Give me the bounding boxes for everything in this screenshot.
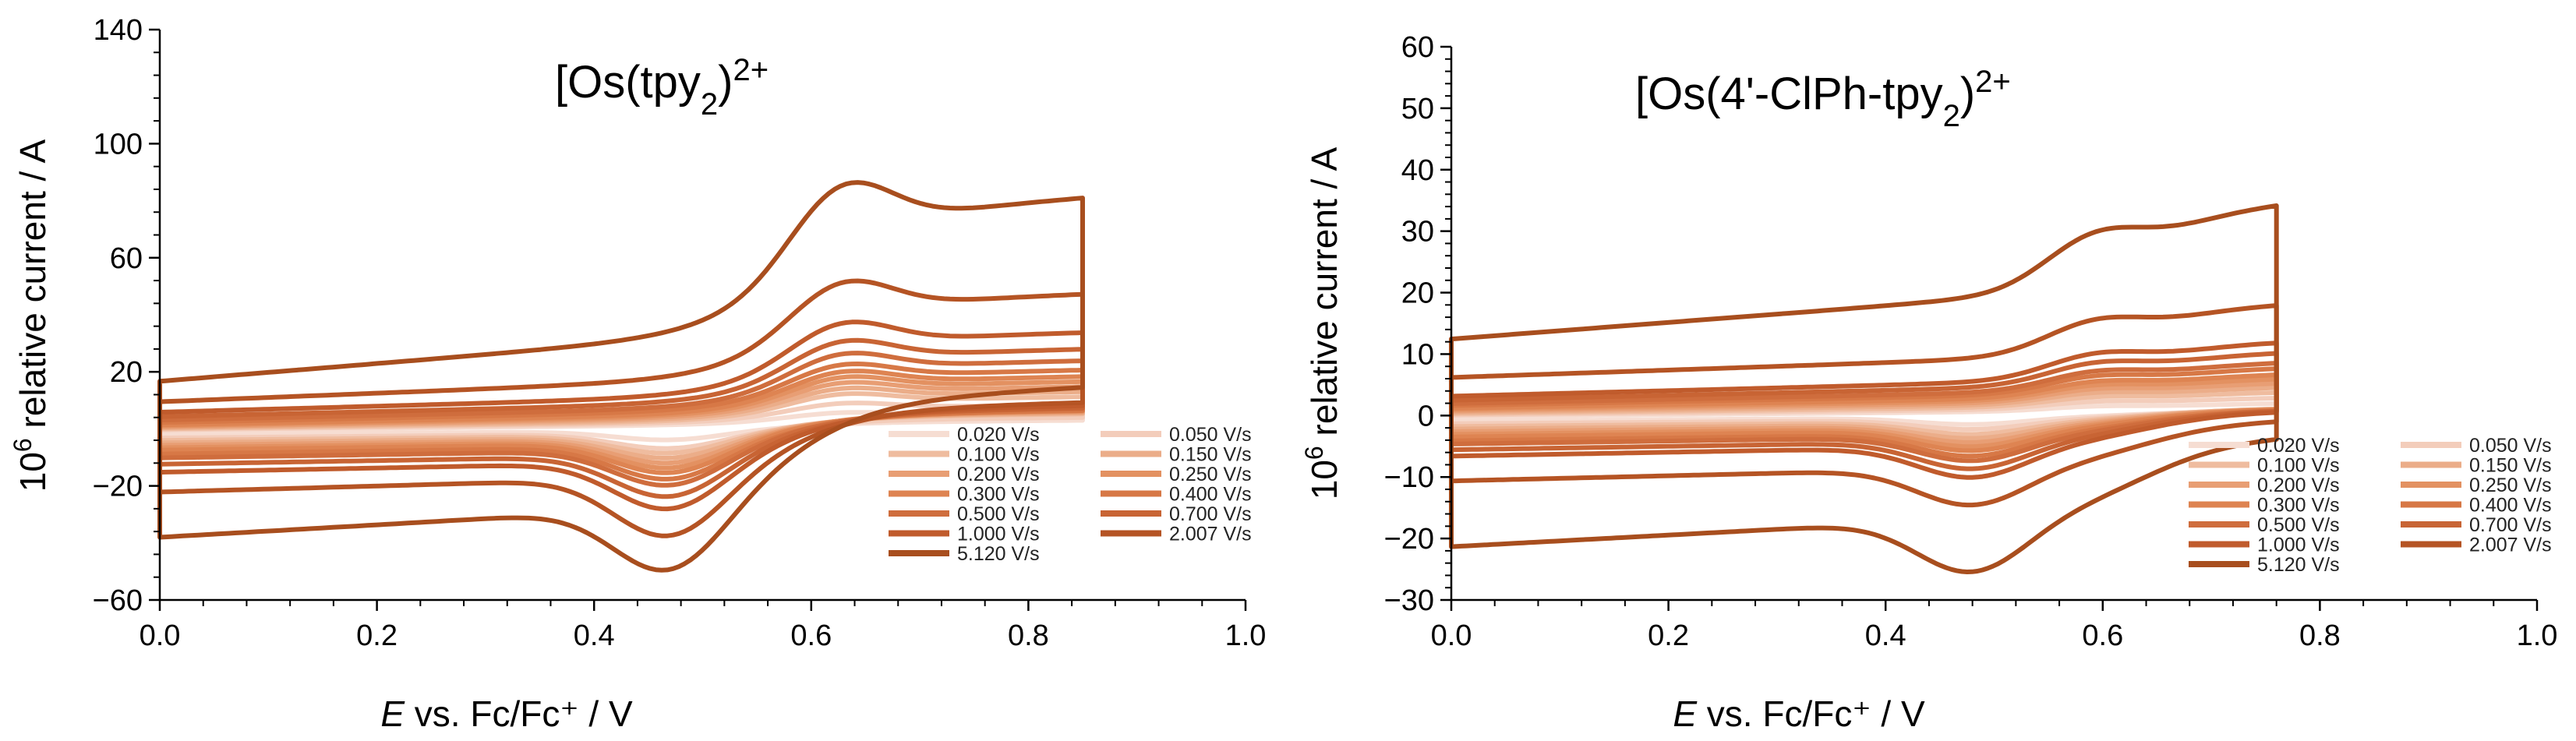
y-tick-label: −60 (93, 584, 143, 617)
x-tick-label: 0.4 (574, 619, 615, 652)
legend: 0.020 V/s 0.050 V/s 0.100 V/s 0.150 V/s 0.20… (2189, 435, 2552, 576)
tick-labels: 0.0 0.2 0.4 0.6 0.8 1.0 −60 −20 20 60 100 140 (93, 14, 1267, 652)
cv-curves (157, 180, 1085, 573)
x-tick-label: 0.2 (1648, 619, 1689, 652)
chart-title: [Os(tpy2)2+ (555, 53, 769, 122)
y-tick-label: 0 (1418, 400, 1434, 432)
cv-series-line (157, 180, 1085, 573)
legend-label: 0.200 V/s (2257, 475, 2340, 496)
x-tick-label: 1.0 (1225, 619, 1267, 652)
legend-label: 0.100 V/s (2257, 455, 2340, 477)
legend-label: 0.400 V/s (1169, 484, 1252, 506)
legend-label: 0.050 V/s (1169, 424, 1252, 446)
legend-label: 0.500 V/s (957, 503, 1040, 525)
cv-series-line (157, 278, 1085, 538)
y-tick-label: 60 (110, 242, 143, 275)
y-tick-label: 20 (110, 356, 143, 389)
legend-label: 0.100 V/s (957, 444, 1040, 466)
legend-label: 0.300 V/s (957, 484, 1040, 506)
legend-label: 1.000 V/s (957, 524, 1040, 545)
legend-label: 1.000 V/s (2257, 535, 2340, 556)
axes (149, 28, 1247, 611)
legend-label: 0.200 V/s (957, 464, 1040, 485)
legend-label: 2.007 V/s (1169, 524, 1252, 545)
y-tick-label: −20 (93, 471, 143, 503)
legend-label: 2.007 V/s (2469, 535, 2552, 556)
chart-panel-os-clph-tpy: 0.0 0.2 0.4 0.6 0.8 1.0 −30 −20 −10 0 10 20 30 40 50 60… (1300, 31, 2557, 734)
y-tick-label: 50 (1401, 93, 1434, 125)
legend-label: 5.120 V/s (2257, 554, 2340, 576)
x-tick-label: 1.0 (2517, 619, 2558, 652)
y-tick-label: −20 (1384, 523, 1434, 556)
x-tick-label: 0.8 (2299, 619, 2341, 652)
legend-label: 0.400 V/s (2469, 495, 2552, 517)
cv-curves (1449, 203, 2279, 574)
x-tick-label: 0.2 (356, 619, 398, 652)
legend-label: 0.020 V/s (2257, 435, 2340, 457)
legend-label: 0.150 V/s (1169, 444, 1252, 466)
x-axis-label: E vs. Fc/Fc⁺ / V (380, 693, 633, 734)
y-tick-label: 140 (94, 14, 143, 47)
legend-label: 0.500 V/s (2257, 514, 2340, 536)
y-tick-label: 60 (1401, 31, 1434, 64)
y-tick-label: 100 (94, 128, 143, 161)
x-tick-label: 0.0 (140, 619, 181, 652)
cv-series-line (1449, 203, 2279, 574)
y-tick-label: 10 (1401, 338, 1434, 371)
y-tick-label: −10 (1384, 461, 1434, 494)
legend-label: 5.120 V/s (957, 543, 1040, 565)
x-tick-label: 0.6 (2082, 619, 2123, 652)
y-tick-label: 40 (1401, 154, 1434, 187)
x-axis-label: E vs. Fc/Fc⁺ / V (1673, 693, 1925, 734)
legend-label: 0.700 V/s (2469, 514, 2552, 536)
y-tick-label: 20 (1401, 277, 1434, 310)
tick-labels: 0.0 0.2 0.4 0.6 0.8 1.0 −30 −20 −10 0 10 20 30 40 50 60 (1384, 31, 2558, 652)
legend-label: 0.250 V/s (2469, 475, 2552, 496)
legend-label: 0.300 V/s (2257, 495, 2340, 517)
legend-label: 0.250 V/s (1169, 464, 1252, 485)
cv-series-line (157, 319, 1085, 512)
legend-label: 0.050 V/s (2469, 435, 2552, 457)
x-tick-label: 0.6 (790, 619, 832, 652)
x-tick-label: 0.4 (1865, 619, 1906, 652)
x-tick-label: 0.0 (1431, 619, 1472, 652)
axes (1440, 45, 2539, 611)
y-axis-label: 106 relative current / A (9, 139, 53, 492)
legend: 0.020 V/s 0.050 V/s 0.100 V/s 0.150 V/s 0.20… (889, 424, 1252, 565)
chart-panel-os-tpy: 0.0 0.2 0.4 0.6 0.8 1.0 −60 −20 20 60 100 140 [Os(t… (9, 14, 1266, 734)
x-tick-label: 0.8 (1008, 619, 1049, 652)
legend-label: 0.020 V/s (957, 424, 1040, 446)
y-tick-label: 30 (1401, 216, 1434, 249)
y-tick-label: −30 (1384, 584, 1434, 617)
chart-title: [Os(4'-ClPh-tpy2)2+ (1635, 65, 2011, 133)
y-axis-label: 106 relative current / A (1300, 146, 1345, 499)
legend-label: 0.700 V/s (1169, 503, 1252, 525)
legend-label: 0.150 V/s (2469, 455, 2552, 477)
